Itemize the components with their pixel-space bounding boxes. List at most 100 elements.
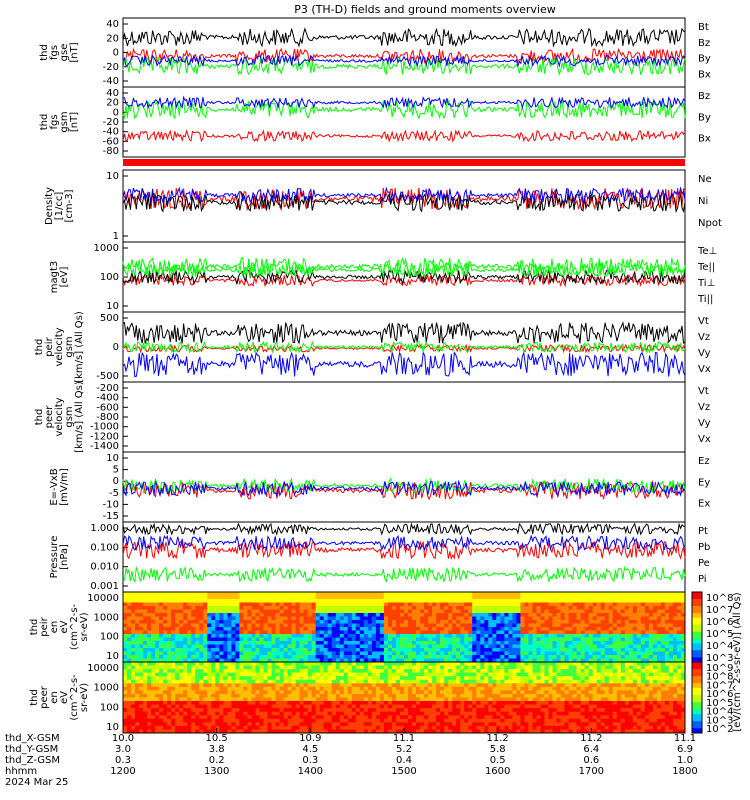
peir-eflux-cell xyxy=(163,613,168,617)
peer-eflux-cell xyxy=(456,704,461,709)
peer-eflux-cell xyxy=(367,725,373,730)
peir-eflux-cell xyxy=(151,634,156,638)
peer-eflux-cell xyxy=(191,722,196,727)
peer-eflux-cell xyxy=(279,701,284,705)
peer-eflux-cell xyxy=(167,722,172,727)
peer-eflux-cell xyxy=(195,722,200,727)
peir-eflux-cell xyxy=(608,630,614,635)
peer-eflux-cell xyxy=(460,683,465,688)
peir-eflux-cell xyxy=(668,602,674,607)
peir-eflux-cell xyxy=(436,602,441,607)
peir-eflux-cell xyxy=(335,602,341,607)
peir-eflux-cell xyxy=(243,630,248,635)
peer-eflux-cell xyxy=(492,683,497,688)
peir-eflux-cell xyxy=(588,644,594,649)
peir-eflux-cell xyxy=(307,627,313,631)
peir-eflux-cell xyxy=(560,641,565,645)
peer-eflux-cell xyxy=(247,672,252,677)
peer-eflux-cell xyxy=(472,676,477,681)
peer-eflux-cell xyxy=(408,676,413,681)
peer-eflux-cell xyxy=(428,672,433,677)
peir-eflux-cell xyxy=(135,634,140,638)
peer-eflux-cell xyxy=(287,676,292,681)
peir-eflux-cell xyxy=(155,648,160,652)
peir-eflux-cell xyxy=(175,648,180,652)
peer-eflux-cell xyxy=(379,708,385,712)
peir-eflux-cell xyxy=(492,641,497,645)
peer-eflux-cell xyxy=(371,725,377,730)
fgs-gsm-series-bx xyxy=(122,95,686,110)
peir-eflux-cell xyxy=(612,641,618,645)
peer-eflux-cell xyxy=(500,679,505,684)
peir-eflux-cell xyxy=(516,644,521,649)
peir-eflux-cell xyxy=(279,634,284,638)
peer-eflux-cell xyxy=(496,686,501,691)
peer-eflux-cell xyxy=(303,718,308,723)
peir-eflux-cell xyxy=(508,630,513,635)
peir-eflux-cell xyxy=(267,609,272,614)
peir-eflux-cell xyxy=(432,592,437,596)
peer-eflux-cell xyxy=(371,715,377,720)
peir-eflux-cell xyxy=(191,630,196,635)
peir-eflux-cell xyxy=(460,599,465,603)
peir-eflux-cell xyxy=(673,648,678,652)
fgs-gsm-ytick: 20 xyxy=(106,98,119,109)
peir-eflux-cell xyxy=(652,613,658,617)
peir-eflux-cell xyxy=(271,599,276,603)
peir-eflux-cell xyxy=(496,592,501,596)
peir-eflux-cell xyxy=(243,609,248,614)
peir-eflux-cell xyxy=(215,655,220,659)
peir-eflux-cell xyxy=(588,637,594,642)
peer-eflux-cell xyxy=(404,729,409,734)
peer-eflux-cell xyxy=(131,690,136,695)
peer-eflux-cell xyxy=(131,718,136,723)
peir-eflux-cell xyxy=(396,616,401,621)
peer-eflux-cell xyxy=(323,686,329,691)
peir-eflux-cell xyxy=(179,627,184,631)
peer-eflux-cell xyxy=(508,694,513,698)
peir-eflux-cell xyxy=(347,620,353,624)
peir-eflux-cell xyxy=(319,651,325,656)
peer-eflux-cell xyxy=(335,715,341,720)
peir-eflux-cell xyxy=(199,658,204,663)
peer-eflux-cell xyxy=(444,697,449,702)
peer-eflux-cell xyxy=(387,690,393,695)
peir-eflux-cell xyxy=(147,655,152,659)
peir-eflux-cell xyxy=(155,616,160,621)
peer-eflux-cell xyxy=(311,711,317,716)
peir-eflux-cell xyxy=(263,595,268,600)
peir-eflux-cell xyxy=(524,634,529,638)
peir-eflux-cell xyxy=(195,630,200,635)
peir-eflux-cell xyxy=(472,599,477,603)
peir-eflux-cell xyxy=(420,592,425,596)
peir-eflux-cell xyxy=(199,637,204,642)
peir-eflux-cell xyxy=(496,616,501,621)
peir-eflux-cell xyxy=(576,637,581,642)
peer-eflux-cell xyxy=(516,669,521,673)
peer-eflux-cell xyxy=(404,676,409,681)
peir-eflux-cell xyxy=(408,609,413,614)
peir-eflux-cell xyxy=(660,592,666,596)
peir-eflux-cell xyxy=(143,613,148,617)
peer-eflux-cell xyxy=(396,718,401,723)
peer-eflux-cell xyxy=(335,686,341,691)
peir-eflux-cell xyxy=(187,655,192,659)
peir-eflux-cell xyxy=(516,592,521,596)
peir-eflux-cell xyxy=(327,627,333,631)
peer-eflux-cell xyxy=(444,722,449,727)
peir-eflux-cell xyxy=(548,655,553,659)
peir-eflux-cell xyxy=(568,634,573,638)
peer-eflux-cell xyxy=(488,704,493,709)
peer-eflux-cell xyxy=(464,718,469,723)
peir-eflux-cell xyxy=(576,655,581,659)
fgs-gse-series-by xyxy=(122,56,686,77)
peer-eflux-cell xyxy=(420,672,425,677)
peer-eflux-cell xyxy=(371,729,377,734)
peir-eflux-cell xyxy=(408,595,413,600)
peer-eflux-cell xyxy=(496,669,501,673)
peir-eflux-cell xyxy=(608,592,614,596)
peir-eflux-cell xyxy=(560,616,565,621)
peer-eflux-cell xyxy=(416,718,421,723)
peir-eflux-cell xyxy=(640,651,646,656)
peir-eflux-cell xyxy=(560,620,565,624)
